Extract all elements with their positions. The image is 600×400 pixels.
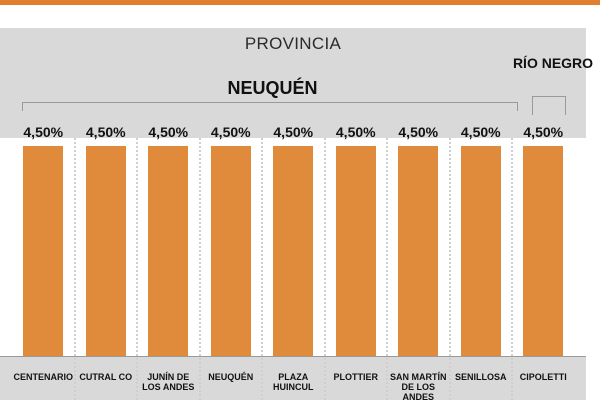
value-label-centenario: 4,50% <box>23 124 64 140</box>
bar-neuquen <box>210 146 251 356</box>
category-label-cipoletti: CIPOLETTI <box>519 372 567 382</box>
category-separator <box>386 138 388 400</box>
value-label-cipoletti: 4,50% <box>523 124 564 140</box>
bar-plottier <box>335 146 376 356</box>
category-label-centenario: CENTENARIO <box>13 372 73 382</box>
category-label-san-martin-de-los-andes: SAN MARTÍN DE LOS ANDES <box>390 372 447 400</box>
category-separator <box>136 138 138 400</box>
group-label-neuquen: NEUQUÉN <box>227 78 318 98</box>
value-label-plaza-huincul: 4,50% <box>273 124 314 140</box>
bar-junin-de-los-andes <box>148 146 189 356</box>
group-label-rio-negro: RÍO NEGRO <box>512 55 594 71</box>
category-label-cutral-co: CUTRAL CO <box>79 372 133 382</box>
value-label-plottier: 4,50% <box>335 124 376 140</box>
category-separator <box>449 138 451 400</box>
bar-san-martin-de-los-andes <box>398 146 439 356</box>
value-label-cutral-co: 4,50% <box>85 124 126 140</box>
category-axis-line <box>0 356 586 357</box>
category-separator <box>511 138 513 400</box>
category-label-plaza-huincul: PLAZA HUINCUL <box>273 372 314 392</box>
value-label-neuquen: 4,50% <box>210 124 251 140</box>
bar-cutral-co <box>85 146 126 356</box>
category-label-plottier: PLOTTIER <box>333 372 379 382</box>
bar-cipoletti <box>523 146 564 356</box>
bar-centenario <box>23 146 64 356</box>
category-separator <box>261 138 263 400</box>
value-label-senillosa: 4,50% <box>460 124 501 140</box>
category-separator <box>324 138 326 400</box>
header-band <box>0 28 586 138</box>
value-label-san-martin-de-los-andes: 4,50% <box>398 124 439 140</box>
category-separator <box>199 138 201 400</box>
bar-plaza-huincul <box>273 146 314 356</box>
province-header: PROVINCIA <box>244 34 342 53</box>
category-label-junin-de-los-andes: JUNÍN DE LOS ANDES <box>142 372 195 392</box>
group-bracket-rio-negro <box>532 96 566 115</box>
category-label-neuquen: NEUQUÉN <box>208 372 254 382</box>
category-separator <box>74 138 76 400</box>
top-accent-line <box>0 0 600 5</box>
category-label-senillosa: SENILLOSA <box>454 372 507 382</box>
value-label-junin-de-los-andes: 4,50% <box>148 124 189 140</box>
category-axis-band <box>0 356 586 400</box>
bar-senillosa <box>460 146 501 356</box>
group-bracket-neuquen <box>22 102 518 111</box>
